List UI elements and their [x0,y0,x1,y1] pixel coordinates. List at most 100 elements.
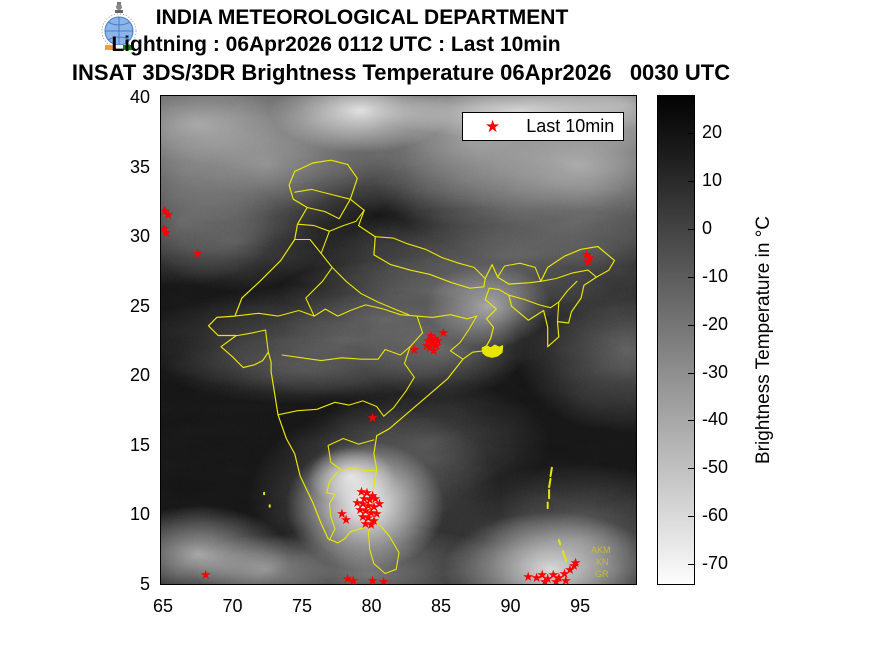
lightning-star-icon: ★ [361,486,373,502]
lightning-star-icon: ★ [351,496,364,512]
boundary-line [374,236,486,280]
lightning-star-icon: ★ [359,504,372,520]
boundary-line [540,269,597,282]
lightning-star-icon: ★ [582,255,594,271]
boundary-line [327,444,376,472]
boundary-line [449,315,478,360]
lightning-star-icon: ★ [362,511,375,527]
lightning-star-icon: ★ [522,569,535,585]
y-tick-label: 35 [129,156,150,177]
lightning-star-icon: ★ [432,334,444,350]
boundary-line [548,477,552,489]
boundary-line [294,188,351,200]
island-label-gr: GR [595,569,609,579]
lightning-star-icon: ★ [547,568,560,584]
lightning-star-icon: ★ [358,491,371,507]
boundary-line [497,262,542,282]
lightning-star-icon: ★ [430,338,443,354]
lightning-star-icon: ★ [366,574,379,585]
lightning-star-icon: ★ [437,326,450,342]
cloud-texture [161,96,636,584]
colorbar-tick-label: -30 [702,361,729,382]
legend-box: ★ Last 10min [462,112,624,141]
lightning-star-icon: ★ [368,500,380,516]
x-tick-label: 85 [431,596,452,616]
colorbar-tick-mark [688,229,695,231]
lightning-star-icon: ★ [347,574,359,585]
lightning-star-icon: ★ [160,203,171,219]
lightning-star-icon: ★ [336,507,348,523]
lightning-star-icon: ★ [368,514,380,530]
lightning-star-icon: ★ [356,510,369,526]
lightning-star-icon: ★ [161,223,170,236]
lightning-star-icon: ★ [568,558,580,574]
ashoka-capital-icon [115,2,123,13]
boundary-line [207,159,616,544]
lightning-star-icon: ★ [199,568,212,584]
y-tick-label: 40 [129,87,150,107]
lightning-star-icon: ★ [423,341,436,357]
boundary-line [328,209,365,232]
colorbar-tick-mark [688,563,695,565]
colorbar-tick-label: -50 [702,457,729,478]
lightning-star-icon: ★ [427,344,440,360]
x-tick-label: 65 [152,596,174,616]
colorbar-title: Brightness Temperature in °C [753,215,774,465]
boundary-line [557,539,562,546]
boundary-line [331,266,410,316]
lightning-star-icon: ★ [341,572,354,585]
lightning-star-icon: ★ [420,338,433,354]
lightning-star-icon: ★ [359,517,372,533]
boundary-line [481,344,504,358]
y-tick-label: 15 [129,434,150,455]
lightning-star-icon: ★ [569,555,582,571]
boundary-line [508,280,578,309]
colorbar-tick-label: 20 [702,122,723,143]
x-tick-label: 95 [570,596,591,616]
state-boundaries [207,159,616,575]
lightning-star-icon: ★ [362,498,375,514]
y-tick-label: 5 [139,573,150,594]
boundary-line [281,346,411,362]
lightning-star-icon: ★ [191,247,204,263]
lightning-star-icon: ★ [580,248,593,264]
y-tick-label: 20 [129,365,150,386]
colorbar-tick-mark [688,420,695,422]
lightning-star-icon: ★ [536,568,548,584]
lightning-star-icon: ★ [553,571,565,585]
boundary-line [234,304,478,320]
lightning-star-icon: ★ [365,518,377,534]
colorbar-tick-mark [688,372,695,374]
lightning-star-icon: ★ [426,333,439,349]
lightning-star-icon: ★ [355,485,368,501]
lightning-star-icon: ★ [373,497,386,513]
lightning-star-icon: ★ [426,337,439,353]
legend-label: Last 10min [526,116,615,136]
colorbar-tick-mark [688,276,695,278]
x-tick-label: 70 [222,596,243,616]
boundary-line [296,223,330,254]
boundary-line [556,301,560,323]
colorbar-tick-mark [688,468,695,470]
colorbar-tick-label: -20 [702,313,729,334]
boundary-line [327,437,375,447]
y-tick-label: 30 [129,226,150,247]
colorbar [657,95,695,585]
lightning-star-icon: ★ [356,497,369,513]
india-flag-icon [105,45,132,50]
x-tick-label: 90 [500,596,521,616]
colorbar-tick-label: -60 [702,504,729,525]
colorbar-tick-label: -10 [702,265,729,286]
colorbar-tick-label: 10 [702,170,723,191]
y-tick-label: 10 [129,504,150,525]
lightning-star-icon: ★ [425,329,437,345]
boundary-line [217,329,269,353]
lightning-star-icon: ★ [366,489,379,505]
colorbar-tick-label: 0 [702,218,713,239]
lightning-star-icon: ★ [162,208,174,224]
boundary-line [326,471,339,541]
colorbar-tick-mark [688,324,695,326]
lightning-star-icon: ★ [377,575,390,585]
boundary-line [277,400,385,417]
